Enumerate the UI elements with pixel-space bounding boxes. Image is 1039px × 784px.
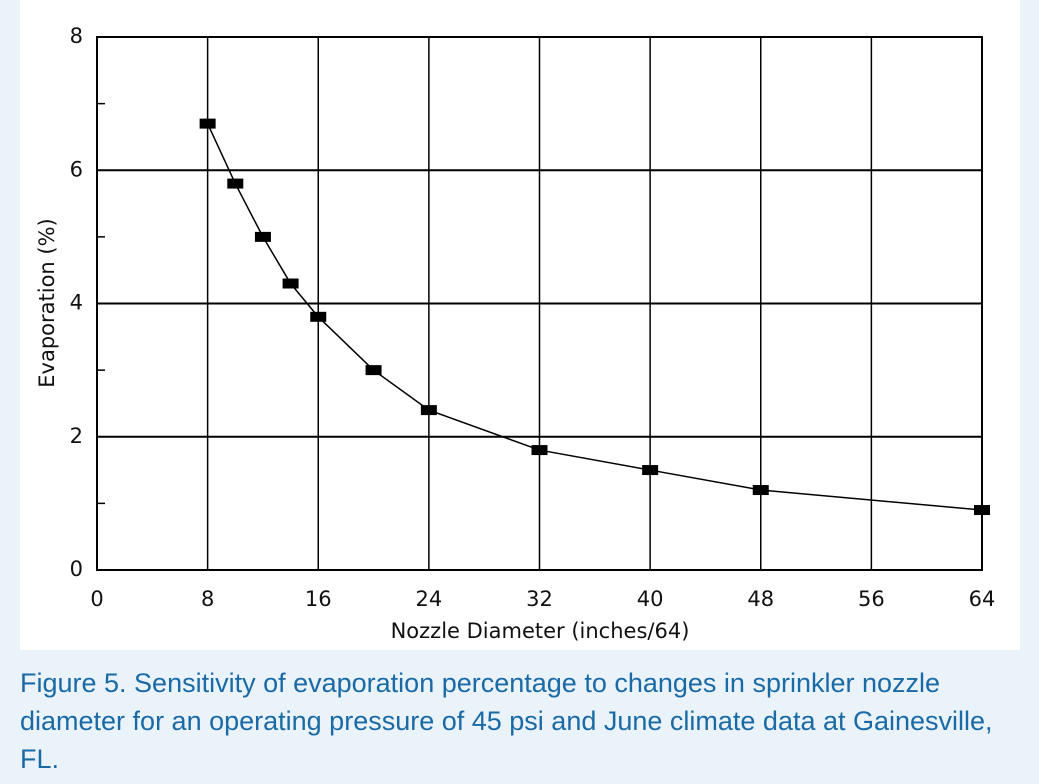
- y-tick-label: 2: [70, 424, 83, 448]
- y-tick-label: 8: [70, 24, 83, 48]
- y-tick-label: 4: [70, 291, 83, 315]
- data-point: [642, 465, 659, 476]
- data-point: [752, 485, 769, 496]
- x-tick-label: 48: [747, 587, 774, 611]
- y-tick-label: 6: [70, 157, 83, 181]
- y-tick-label: 0: [70, 557, 83, 581]
- chart: Evaporation (%) Nozzle Diameter (inches/…: [20, 0, 1020, 650]
- x-tick-label: 40: [637, 587, 664, 611]
- x-tick-label: 8: [201, 587, 214, 611]
- data-point: [365, 365, 382, 376]
- y-axis-label: Evaporation (%): [35, 218, 59, 388]
- x-tick-label: 56: [858, 587, 885, 611]
- data-point: [531, 445, 548, 456]
- data-point: [199, 118, 216, 129]
- x-tick-label: 64: [969, 587, 996, 611]
- x-tick-label: 24: [416, 587, 443, 611]
- data-point: [254, 231, 271, 242]
- data-point: [974, 505, 990, 516]
- x-axis-label: Nozzle Diameter (inches/64): [391, 619, 690, 643]
- x-tick-label: 0: [90, 587, 103, 611]
- data-point: [420, 405, 437, 416]
- caption: Figure 5. Sensitivity of evaporation per…: [20, 668, 993, 774]
- x-tick-label: 32: [526, 587, 553, 611]
- plot-frame: [96, 36, 983, 571]
- data-point: [282, 278, 299, 289]
- chart-background: [20, 0, 1020, 650]
- data-point: [310, 311, 327, 322]
- x-tick-label: 16: [305, 587, 332, 611]
- data-point: [227, 178, 244, 189]
